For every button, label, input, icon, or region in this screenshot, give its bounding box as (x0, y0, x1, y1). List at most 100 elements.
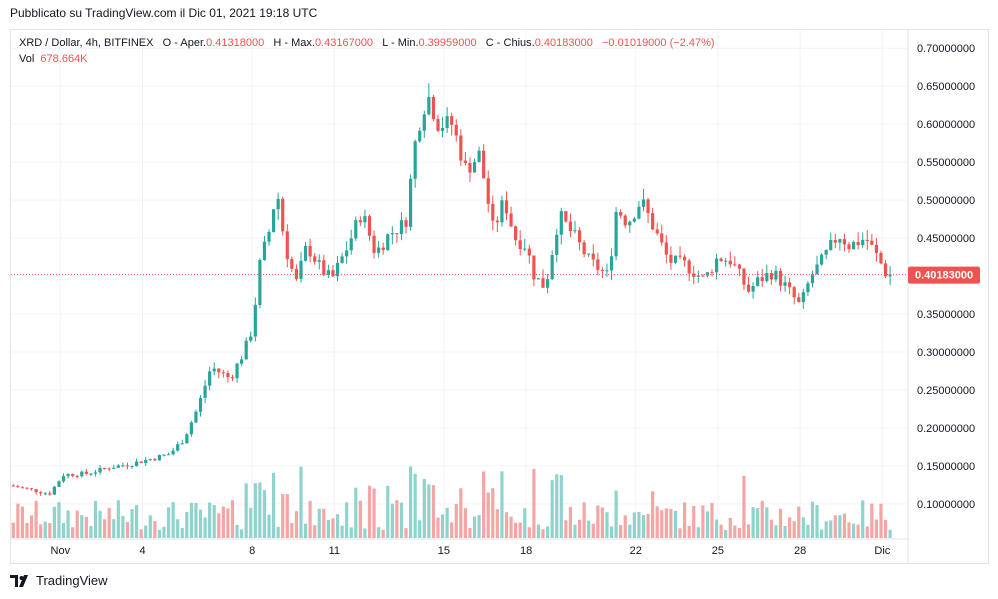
volume-bar (194, 503, 198, 538)
candle-body (865, 239, 869, 241)
volume-bar (596, 505, 600, 538)
volume-bar (760, 500, 764, 538)
x-tick-label: 4 (139, 545, 145, 557)
candle-body (418, 130, 422, 142)
candle-body (130, 465, 134, 467)
candle-body (888, 274, 892, 277)
candle-body (756, 277, 760, 286)
candle-body (34, 489, 38, 493)
volume-bar (367, 485, 372, 538)
volume-bar (285, 494, 289, 538)
candle-body (363, 216, 367, 223)
candle-body (847, 244, 851, 250)
volume-bar (692, 505, 696, 538)
volume-bar (851, 523, 856, 538)
volume-bar (477, 515, 481, 538)
volume-bar (440, 514, 445, 538)
last-price-badge: 0.40183000 (908, 266, 980, 284)
candle-body (751, 285, 755, 292)
volume-bar (651, 491, 655, 538)
candle-body (367, 216, 372, 236)
candle-body (705, 272, 710, 276)
candle-body (11, 485, 15, 487)
volume-bar (408, 466, 413, 538)
volume-bar (801, 517, 805, 538)
tradingview-logo[interactable]: TradingView (10, 573, 108, 588)
candle-body (71, 474, 75, 477)
candle-body (84, 471, 88, 474)
candle-body (445, 116, 449, 129)
volume-bar (203, 517, 207, 538)
volume-bar (577, 519, 582, 538)
volume-bar (454, 504, 458, 538)
volume-bar (728, 517, 732, 538)
volume-bar (856, 524, 860, 538)
candle-body (244, 340, 248, 360)
volume-bar (874, 519, 879, 538)
x-tick-label: 25 (712, 545, 724, 557)
candle-body (696, 275, 700, 277)
volume-bar (377, 527, 381, 538)
candle-body (303, 245, 308, 261)
candle-body (180, 443, 184, 445)
volume-bar (157, 529, 162, 538)
volume-bar (148, 515, 152, 538)
candle-body (577, 230, 582, 243)
volume-bar (865, 526, 869, 538)
volume-bar (628, 524, 632, 538)
volume-bar (431, 485, 436, 538)
candle-body (810, 274, 815, 284)
candle-body (262, 241, 267, 260)
volume-bar (568, 506, 573, 538)
price-chart[interactable]: 0.70000000 0.65000000 0.60000000 0.55000000… (0, 0, 998, 564)
volume-bar (879, 503, 883, 538)
volume-bar (810, 501, 815, 538)
volume-bar (39, 524, 43, 538)
volume-bar (93, 500, 98, 538)
candle-body (646, 199, 650, 214)
chart-legend: XRD / Dollar, 4h, BITFINEX O - Aper.0.41… (19, 35, 715, 67)
legend-vol-value: 678.664K (40, 53, 88, 65)
y-tick-label: 0.30000000 (917, 347, 975, 359)
candle-body (377, 247, 381, 253)
volume-bar (57, 502, 61, 538)
volume-bar (532, 468, 536, 538)
candle-body (701, 275, 705, 277)
volume-bar (678, 528, 682, 538)
volume-bar (271, 472, 276, 538)
candle-body (856, 241, 860, 246)
candle-body (495, 220, 499, 223)
x-tick-label: 18 (520, 545, 532, 557)
chart-frame[interactable] (10, 29, 989, 564)
volume-bar (527, 527, 531, 538)
candle-body (874, 244, 879, 253)
volume-bar (313, 525, 317, 538)
candle-body (317, 260, 321, 262)
candle-body (221, 372, 225, 374)
volume-bar (48, 523, 52, 538)
candle-body (386, 234, 390, 251)
candle-body (198, 397, 203, 412)
candle-body (559, 211, 563, 235)
candle-body (80, 471, 84, 477)
volume-bar (112, 519, 116, 538)
candle-body (541, 278, 545, 288)
candle-body (107, 468, 111, 470)
volume-bar (253, 483, 257, 538)
volume-bar (107, 507, 111, 538)
candle-body (614, 211, 618, 257)
candle-body (769, 273, 773, 280)
volume-bar (134, 505, 139, 538)
volume-bar (139, 529, 143, 538)
candle-body (148, 459, 152, 461)
volume-bar (267, 514, 271, 538)
candle-body (623, 215, 627, 226)
volume-bar (381, 529, 385, 538)
candle-body (98, 467, 102, 473)
y-tick-label: 0.70000000 (917, 43, 975, 55)
candle-body (806, 283, 810, 293)
candle-body (194, 411, 198, 423)
volume-bar (212, 505, 216, 538)
volume-bar (395, 500, 399, 538)
volume-bar (737, 527, 741, 538)
